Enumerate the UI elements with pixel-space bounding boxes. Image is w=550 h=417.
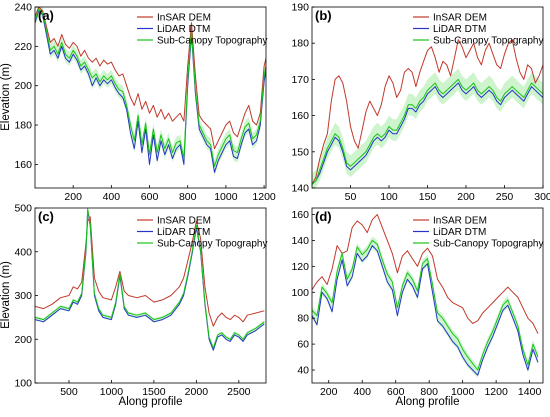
sub-canopy-line (312, 239, 539, 371)
legend-label: Sub-Canopy Topography (433, 239, 543, 250)
x-tick-label: 600 (387, 386, 405, 398)
y-tick-label: 240 (14, 2, 32, 14)
x-tick-label: 1200 (252, 191, 276, 203)
legend-label: Sub-Canopy Topography (157, 239, 267, 250)
x-tick-label: 200 (64, 191, 82, 203)
x-tick-label: 1400 (518, 386, 542, 398)
y-tick-label: 200 (14, 334, 32, 346)
y-tick-label: 400 (14, 246, 32, 258)
uncertainty-band (35, 7, 266, 177)
uncertainty-band (312, 68, 543, 188)
uncertainty-band (35, 208, 265, 352)
y-tick-label: 200 (14, 80, 32, 92)
plot-area (312, 208, 543, 383)
legend-label: LiDAR DTM (157, 227, 210, 238)
legend-label: InSAR DEM (157, 13, 211, 24)
x-axis-label: Along profile (396, 396, 460, 408)
panel-3: 500 1000 1500 2000 2500 100 200 300 400 500 (c) Ele… (0, 203, 267, 409)
axes-frame (311, 207, 544, 384)
x-tick-label: 1000 (451, 386, 475, 398)
y-tick-label: 220 (14, 41, 32, 53)
legend-label: InSAR DEM (157, 216, 211, 227)
legend-label: Sub-Canopy Topography (157, 36, 267, 47)
y-tick-label: 170 (291, 74, 309, 86)
legend-label: LiDAR DTM (433, 227, 486, 238)
x-tick-label: 500 (60, 386, 78, 398)
panel-label: (c) (38, 209, 54, 224)
lidar-dtm-line (312, 245, 539, 376)
x-tick-label: 150 (419, 191, 437, 203)
y-tick-label: 160 (14, 159, 32, 171)
panel-1: 200 400 600 800 1000 1200 160 180 200 220 240 (a) El… (0, 2, 276, 204)
panel-label: (b) (315, 8, 332, 23)
plot-area (35, 7, 266, 188)
lidar-dtm-line (35, 209, 265, 351)
y-tick-label: 40 (297, 365, 309, 377)
y-tick-label: 140 (291, 235, 309, 247)
x-tick-label: 1000 (100, 386, 124, 398)
legend-label: InSAR DEM (433, 216, 487, 227)
x-tick-label: 250 (496, 191, 514, 203)
legend-label: Sub-Canopy Topography (433, 36, 543, 47)
y-tick-label: 180 (291, 38, 309, 50)
x-tick-label: 2000 (185, 386, 209, 398)
x-tick-label: 200 (457, 191, 475, 203)
sub-canopy-line (35, 8, 266, 167)
y-tick-label: 100 (291, 287, 309, 299)
panel-label: (a) (38, 8, 54, 23)
y-tick-label: 500 (14, 203, 32, 215)
y-axis-label: Elevation (m) (0, 261, 12, 329)
x-axis-label: Along profile (119, 396, 183, 408)
insar-dem-line (35, 7, 266, 150)
x-tick-label: 800 (420, 386, 438, 398)
y-tick-label: 300 (14, 290, 32, 302)
sub-canopy-line (312, 78, 543, 185)
x-tick-label: 50 (345, 191, 357, 203)
x-tick-label: 300 (534, 191, 550, 203)
y-tick-label: 160 (291, 209, 309, 221)
y-tick-label: 140 (291, 183, 309, 195)
x-tick-label: 1000 (214, 191, 238, 203)
panel-4: 200 400 600 800 1000 1200 1400 40 60 80 100 120 140 1… (291, 207, 544, 408)
y-tick-label: 80 (297, 313, 309, 325)
panel-2: 50 100 150 200 250 300 140 150 160 170 180 190 (b) In… (291, 2, 550, 204)
x-tick-label: 400 (353, 386, 371, 398)
y-tick-label: 160 (291, 110, 309, 122)
y-axis-label: Elevation (m) (0, 63, 12, 131)
legend-label: LiDAR DTM (433, 24, 486, 35)
x-tick-label: 200 (320, 386, 338, 398)
legend-label: InSAR DEM (433, 13, 487, 24)
uncertainty-band (312, 236, 538, 378)
legend-label: LiDAR DTM (157, 24, 210, 35)
x-tick-label: 2500 (227, 386, 251, 398)
insar-dem-line (35, 216, 265, 327)
axes-frame (34, 6, 267, 189)
plot-area (35, 208, 266, 383)
x-tick-label: 1200 (484, 386, 508, 398)
y-tick-label: 60 (297, 339, 309, 351)
y-tick-label: 100 (14, 378, 32, 390)
y-tick-label: 120 (291, 261, 309, 273)
panel-label: (d) (315, 209, 332, 224)
sub-canopy-line (35, 208, 265, 349)
insar-dem-line (312, 214, 539, 334)
x-tick-label: 400 (103, 191, 121, 203)
lidar-dtm-line (312, 82, 543, 185)
y-tick-label: 150 (291, 146, 309, 158)
x-tick-label: 1500 (142, 386, 166, 398)
insar-dem-line (312, 39, 543, 185)
y-tick-label: 190 (291, 2, 309, 14)
x-tick-label: 800 (179, 191, 197, 203)
lidar-dtm-line (35, 10, 266, 173)
x-tick-label: 100 (380, 191, 398, 203)
y-tick-label: 180 (14, 120, 32, 132)
x-tick-label: 600 (141, 191, 159, 203)
